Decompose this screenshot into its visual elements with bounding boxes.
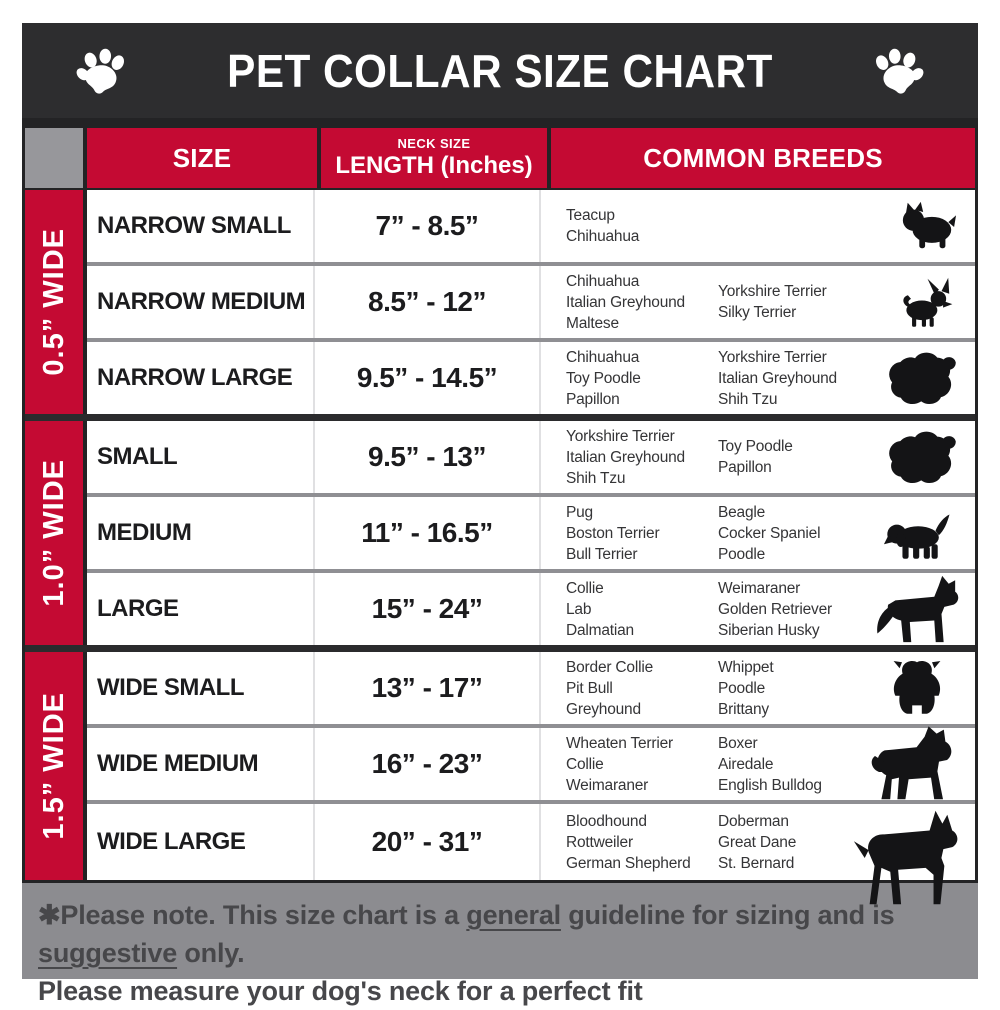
size-cell: WIDE MEDIUM — [97, 750, 259, 777]
breeds-list: Border Collie Pit Bull Greyhound — [566, 658, 653, 718]
bulldog-icon — [881, 653, 953, 723]
breeds-list: Yorkshire Terrier Italian Greyhound Shih… — [566, 427, 685, 487]
breeds-list: Teacup Chihuahua — [566, 207, 640, 245]
breeds-cell: Chihuahua Toy Poodle Papillon Yorkshire … — [539, 342, 975, 414]
breeds-cell: Bloodhound Rottweiler German Shepherd Do… — [539, 804, 975, 880]
breeds-cell: Collie Lab Dalmatian Weimaraner Golden R… — [539, 573, 975, 645]
yorkshire-terrier-icon — [899, 201, 957, 251]
size-cell: SMALL — [97, 443, 178, 470]
table-row: NARROW MEDIUM 8.5” - 12” Chihuahua Itali… — [87, 266, 975, 342]
length-cell: 15” - 24” — [313, 573, 539, 645]
size-cell: WIDE SMALL — [97, 674, 244, 701]
table-row: WIDE MEDIUM 16” - 23” Wheaten Terrier Co… — [87, 728, 975, 804]
size-cell: MEDIUM — [97, 519, 192, 546]
column-header-breeds: COMMON BREEDS — [551, 128, 975, 188]
width-label-half-inch: 0.5” WIDE — [25, 190, 83, 414]
footer-note-line2: Please measure your dog's neck for a per… — [38, 976, 643, 1006]
width-label-one-half-inch: 1.5” WIDE — [25, 652, 83, 880]
page-title: PET COLLAR SIZE CHART — [227, 44, 773, 97]
size-cell: LARGE — [97, 595, 179, 622]
length-cell: 8.5” - 12” — [313, 266, 539, 338]
size-cell: NARROW SMALL — [97, 212, 291, 239]
paw-icon — [68, 38, 135, 104]
breeds-cell: Border Collie Pit Bull Greyhound Whippet… — [539, 652, 975, 724]
chihuahua-icon — [895, 274, 957, 330]
breeds-cell: Yorkshire Terrier Italian Greyhound Shih… — [539, 421, 975, 493]
footer-note: ✱Please note. This size chart is a gener… — [22, 883, 978, 1006]
table-row: SMALL 9.5” - 13” Yorkshire Terrier Itali… — [87, 421, 975, 497]
table-row: LARGE 15” - 24” Collie Lab Dalmatian Wei… — [87, 573, 975, 645]
paw-icon — [864, 38, 931, 104]
breeds-list: Whippet Poodle Brittany — [718, 658, 774, 718]
breeds-cell: Chihuahua Italian Greyhound Maltese York… — [539, 266, 975, 338]
size-cell: NARROW MEDIUM — [97, 288, 306, 315]
column-header-length: NECK SIZE LENGTH (Inches) — [321, 128, 547, 188]
size-chart-table: SIZE NECK SIZE LENGTH (Inches) COMMON BR… — [22, 118, 978, 883]
breeds-cell: Wheaten Terrier Collie Weimaraner Boxer … — [539, 728, 975, 800]
table-row: MEDIUM 11” - 16.5” Pug Boston Terrier Bu… — [87, 497, 975, 573]
german-shepherd-icon — [867, 573, 967, 645]
breeds-list: Toy Poodle Papillon — [718, 438, 793, 476]
underlined-word: suggestive — [38, 938, 178, 968]
breeds-list: Wheaten Terrier Collie Weimaraner — [566, 734, 673, 794]
width-label-one-inch: 1.0” WIDE — [25, 421, 83, 645]
length-cell: 7” - 8.5” — [313, 190, 539, 262]
breeds-list: Beagle Cocker Spaniel Poodle — [718, 503, 821, 563]
breeds-list: Bloodhound Rottweiler German Shepherd — [566, 812, 691, 872]
breeds-list: Yorkshire Terrier Italian Greyhound Shih… — [718, 348, 837, 408]
shih-tzu-icon — [883, 347, 957, 409]
length-cell: 9.5” - 14.5” — [313, 342, 539, 414]
section-half-inch-wide: 0.5” WIDE NARROW SMALL 7” - 8.5” Teacup … — [25, 190, 975, 414]
table-row: NARROW SMALL 7” - 8.5” Teacup Chihuahua — [87, 190, 975, 266]
size-chart-page: PET COLLAR SIZE CHART SIZE NECK SIZE LEN… — [22, 23, 978, 1006]
section-one-half-inch-wide: 1.5” WIDE WIDE SMALL 13” - 17” Border Co… — [25, 645, 975, 880]
length-cell: 13” - 17” — [313, 652, 539, 724]
doberman-icon — [847, 784, 965, 932]
breeds-cell: Pug Boston Terrier Bull Terrier Beagle C… — [539, 497, 975, 569]
breeds-cell: Teacup Chihuahua — [539, 190, 975, 262]
size-cell: NARROW LARGE — [97, 364, 293, 391]
breeds-list: Collie Lab Dalmatian — [566, 579, 634, 639]
section-one-inch-wide: 1.0” WIDE SMALL 9.5” - 13” Yorkshire Ter… — [25, 414, 975, 645]
table-row: NARROW LARGE 9.5” - 14.5” Chihuahua Toy … — [87, 342, 975, 414]
length-cell: 11” - 16.5” — [313, 497, 539, 569]
title-bar: PET COLLAR SIZE CHART — [22, 23, 978, 118]
breeds-list: Chihuahua Toy Poodle Papillon — [566, 348, 641, 408]
footer-note-line1: ✱Please note. This size chart is a gener… — [38, 900, 895, 968]
breeds-list: Boxer Airedale English Bulldog — [718, 734, 822, 794]
breeds-list: Weimaraner Golden Retriever Siberian Hus… — [718, 579, 832, 639]
table-row: WIDE LARGE 20” - 31” Bloodhound Rottweil… — [87, 804, 975, 880]
breeds-list: Pug Boston Terrier Bull Terrier — [566, 503, 660, 563]
length-cell: 16” - 23” — [313, 728, 539, 800]
breeds-list: Yorkshire Terrier Silky Terrier — [718, 283, 827, 321]
length-cell: 20” - 31” — [313, 804, 539, 880]
breeds-list: Doberman Great Dane St. Bernard — [718, 812, 797, 872]
pekingese-icon — [883, 426, 957, 488]
beagle-icon — [871, 505, 963, 561]
column-header-size: SIZE — [87, 128, 317, 188]
underlined-word: general — [466, 900, 561, 930]
table-row: WIDE SMALL 13” - 17” Border Collie Pit B… — [87, 652, 975, 728]
length-cell: 9.5” - 13” — [313, 421, 539, 493]
breeds-list: Chihuahua Italian Greyhound Maltese — [566, 272, 685, 332]
corner-cell — [25, 128, 83, 188]
table-header-row: SIZE NECK SIZE LENGTH (Inches) COMMON BR… — [25, 118, 975, 190]
size-cell: WIDE LARGE — [97, 828, 246, 855]
